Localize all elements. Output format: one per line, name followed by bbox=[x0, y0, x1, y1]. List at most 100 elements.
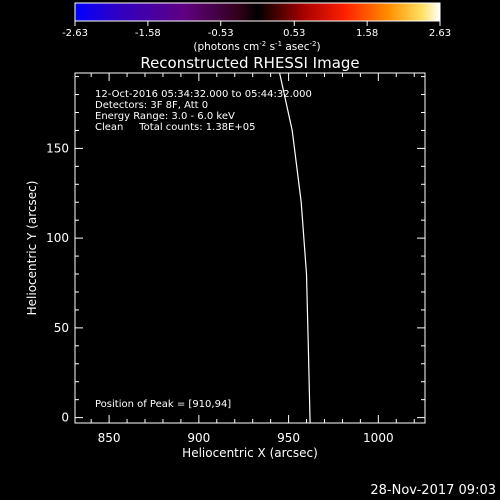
heatmap-cell bbox=[231, 94, 237, 101]
heatmap-cell bbox=[107, 191, 114, 198]
heatmap-cell bbox=[392, 89, 399, 95]
heatmap-cell bbox=[333, 342, 340, 349]
heatmap-cell bbox=[112, 99, 119, 106]
heatmap-cell bbox=[166, 223, 173, 230]
heatmap-cell bbox=[101, 353, 108, 359]
heatmap-cell bbox=[80, 417, 87, 423]
heatmap-cell bbox=[85, 213, 92, 219]
heatmap-cell bbox=[360, 99, 367, 106]
colorbar-tick-label: 0.53 bbox=[283, 28, 305, 39]
heatmap-cell bbox=[398, 137, 404, 144]
heatmap-cell bbox=[198, 213, 205, 219]
heatmap-cell bbox=[91, 78, 97, 85]
heatmap-cell bbox=[355, 132, 361, 139]
heatmap-cell bbox=[387, 288, 394, 295]
heatmap-cell bbox=[322, 396, 329, 402]
heatmap-cell bbox=[128, 169, 135, 176]
heatmap-cell bbox=[193, 304, 200, 311]
heatmap-cell bbox=[241, 336, 248, 343]
heatmap-cell bbox=[112, 186, 119, 192]
heatmap-cell bbox=[236, 148, 243, 155]
heatmap-cell bbox=[204, 83, 211, 90]
heatmap-cell bbox=[139, 347, 146, 354]
heatmap-cell bbox=[338, 234, 345, 241]
heatmap-cell bbox=[371, 229, 377, 235]
heatmap-cell bbox=[258, 121, 264, 128]
heatmap-cell bbox=[241, 390, 248, 397]
heatmap-cell bbox=[85, 379, 92, 386]
heatmap-cell bbox=[285, 379, 291, 386]
heatmap-cell bbox=[274, 353, 281, 359]
heatmap-cell bbox=[145, 353, 151, 359]
heatmap-cell bbox=[376, 385, 383, 392]
heatmap-cell bbox=[408, 94, 415, 101]
heatmap-cell bbox=[85, 309, 92, 316]
heatmap-cell bbox=[344, 94, 351, 101]
heatmap-cell bbox=[419, 406, 425, 413]
heatmap-cell bbox=[252, 137, 259, 144]
heatmap-cell bbox=[236, 73, 243, 79]
heatmap-cell bbox=[392, 132, 399, 139]
heatmap-cell bbox=[85, 186, 92, 192]
heatmap-cell bbox=[128, 73, 135, 79]
heatmap-cell bbox=[150, 272, 157, 279]
heatmap-cell bbox=[247, 164, 254, 171]
heatmap-cell bbox=[344, 175, 351, 182]
heatmap-cell bbox=[258, 347, 264, 354]
heatmap-cell bbox=[355, 175, 361, 182]
heatmap-cell bbox=[419, 175, 425, 182]
heatmap-cell bbox=[274, 164, 281, 171]
heatmap-cell bbox=[236, 331, 243, 338]
heatmap-cell bbox=[376, 250, 383, 257]
heatmap-cell bbox=[215, 272, 221, 279]
heatmap-cell bbox=[295, 342, 302, 349]
heatmap-cell bbox=[290, 288, 297, 295]
heatmap-cell bbox=[134, 180, 141, 187]
heatmap-cell bbox=[419, 143, 425, 149]
heatmap-cell bbox=[355, 304, 361, 311]
heatmap-cell bbox=[349, 169, 356, 176]
heatmap-cell bbox=[145, 105, 151, 112]
heatmap-cell bbox=[101, 83, 108, 90]
heatmap-cell bbox=[268, 78, 275, 85]
heatmap-cell bbox=[317, 175, 324, 182]
heatmap-cell bbox=[349, 175, 356, 182]
heatmap-cell bbox=[295, 363, 302, 370]
heatmap-cell bbox=[177, 417, 184, 423]
heatmap-cell bbox=[365, 266, 372, 273]
heatmap-cell bbox=[414, 78, 421, 85]
heatmap-cell bbox=[225, 239, 232, 246]
heatmap-cell bbox=[365, 277, 372, 284]
heatmap-cell bbox=[236, 299, 243, 305]
heatmap-cell bbox=[155, 159, 162, 165]
heatmap-cell bbox=[225, 180, 232, 187]
heatmap-cell bbox=[182, 153, 189, 160]
heatmap-cell bbox=[263, 164, 270, 171]
heatmap-cell bbox=[85, 239, 92, 246]
heatmap-cell bbox=[403, 304, 410, 311]
heatmap-cell bbox=[188, 105, 194, 112]
heatmap-cell bbox=[204, 309, 211, 316]
heatmap-cell bbox=[263, 309, 270, 316]
heatmap-cell bbox=[128, 326, 135, 332]
heatmap-cell bbox=[85, 283, 92, 289]
heatmap-cell bbox=[311, 121, 318, 128]
heatmap-cell bbox=[209, 229, 216, 235]
heatmap-cell bbox=[322, 272, 329, 279]
heatmap-cell bbox=[398, 234, 404, 241]
heatmap-cell bbox=[295, 191, 302, 198]
heatmap-cell bbox=[91, 266, 97, 273]
heatmap-cell bbox=[128, 353, 135, 359]
heatmap-cell bbox=[349, 223, 356, 230]
heatmap-cell bbox=[322, 299, 329, 305]
heatmap-cell bbox=[101, 207, 108, 214]
heatmap-cell bbox=[236, 406, 243, 413]
heatmap-cell bbox=[344, 417, 351, 423]
heatmap-cell bbox=[236, 379, 243, 386]
heatmap-cell bbox=[371, 379, 377, 386]
heatmap-cell bbox=[220, 385, 227, 392]
heatmap-cell bbox=[398, 143, 404, 149]
heatmap-cell bbox=[279, 369, 286, 375]
heatmap-cell bbox=[112, 191, 119, 198]
heatmap-cell bbox=[128, 369, 135, 375]
